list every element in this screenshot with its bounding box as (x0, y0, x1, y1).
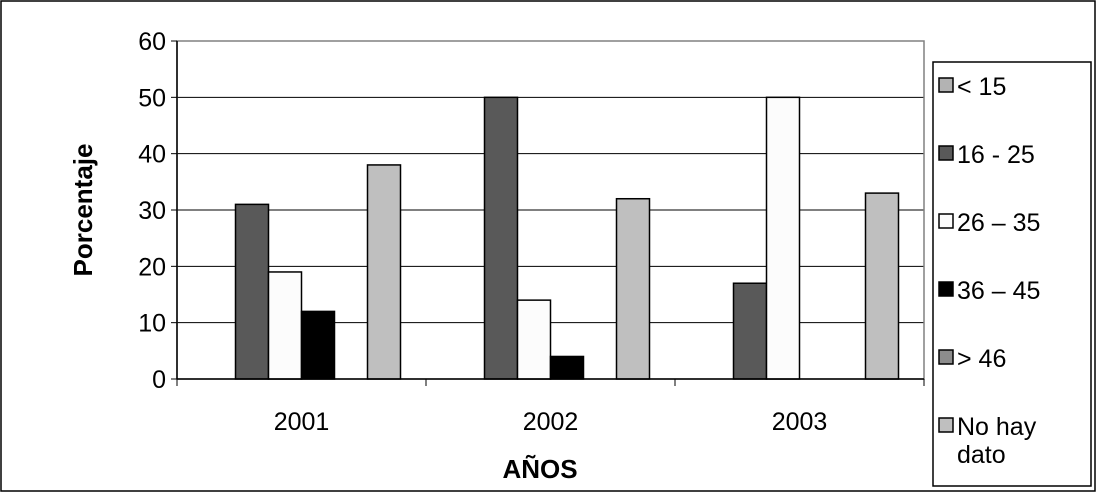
y-tick-label: 20 (138, 253, 166, 281)
legend-swatch (938, 77, 954, 93)
y-tick-label: 40 (138, 141, 166, 169)
x-tick-label: 2001 (274, 408, 330, 436)
tick-labels: 0 10 20 30 40 50 60 2001 2002 2003 (138, 28, 827, 436)
legend-label: 36 – 45 (957, 277, 1040, 305)
bar (765, 96, 801, 380)
x-tick-label: 2003 (772, 408, 828, 436)
legend-swatch (938, 417, 954, 433)
legend: < 15 16 - 25 26 – 35 36 – 45 > 46 No hay dato (932, 61, 1092, 487)
legend-swatch (938, 349, 954, 365)
bars (234, 96, 900, 380)
x-tick-label: 2002 (523, 408, 579, 436)
legend-label: No hay dato (957, 413, 1037, 469)
legend-label: > 46 (957, 345, 1006, 373)
axes (171, 40, 925, 386)
y-axis-title: Porcentaje (68, 144, 98, 277)
y-tick-label: 30 (138, 197, 166, 225)
y-tick-label: 60 (138, 28, 166, 56)
legend-label: 26 – 35 (957, 209, 1040, 237)
bar (516, 299, 552, 380)
legend-swatch (938, 281, 954, 297)
y-tick-label: 50 (138, 84, 166, 112)
bar (864, 192, 900, 380)
y-tick-label: 10 (138, 310, 166, 338)
legend-label: < 15 (957, 73, 1006, 101)
legend-label: 16 - 25 (957, 141, 1035, 169)
legend-swatch (938, 145, 954, 161)
bar (549, 355, 585, 380)
legend-box (932, 61, 1092, 487)
x-axis-title: AÑOS (502, 454, 577, 484)
bar (732, 282, 768, 380)
bar (615, 197, 651, 380)
bar (267, 271, 303, 380)
bar (483, 96, 519, 380)
y-tick-label: 0 (152, 366, 166, 394)
bar (366, 164, 402, 380)
bar (234, 203, 270, 380)
legend-swatch (938, 213, 954, 229)
bar (300, 310, 336, 380)
